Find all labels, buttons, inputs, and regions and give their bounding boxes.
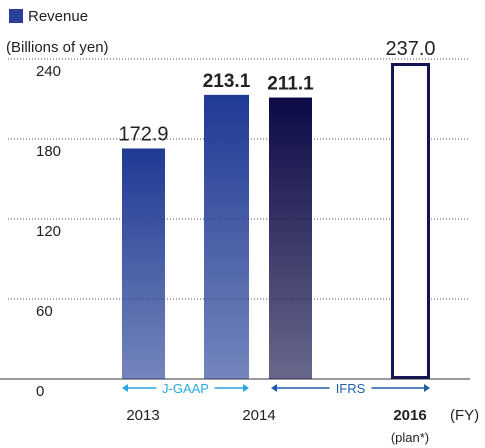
legend-label: Revenue	[28, 8, 88, 25]
x-tick-label: 2014	[242, 407, 275, 424]
y-tick-label: 120	[36, 223, 61, 240]
bar	[204, 94, 249, 379]
value-label: 211.1	[267, 74, 314, 95]
y-tick-label: 180	[36, 143, 61, 160]
x-axis-label: (FY)	[450, 407, 479, 424]
bar	[391, 63, 430, 379]
legend-swatch	[9, 9, 23, 23]
y-tick-label: 60	[36, 303, 53, 320]
y-tick-label: 240	[36, 63, 61, 80]
x-tick-label: 2016	[393, 407, 426, 424]
bar	[122, 148, 165, 379]
value-label: 172.9	[118, 123, 168, 145]
y-tick-label: 0	[36, 383, 44, 400]
bracket-label: IFRS	[336, 381, 366, 396]
x-tick-label: 2013	[126, 407, 159, 424]
value-label: 237.0	[385, 38, 435, 60]
bracket-label-bg	[329, 380, 372, 396]
plan-note: (plan*)	[391, 430, 429, 445]
bracket-label: J-GAAP	[162, 381, 209, 396]
bracket-label-bg	[156, 380, 215, 396]
bar	[269, 97, 312, 380]
y-axis-label: (Billions of yen)	[6, 39, 109, 56]
value-label: 213.1	[203, 71, 251, 92]
